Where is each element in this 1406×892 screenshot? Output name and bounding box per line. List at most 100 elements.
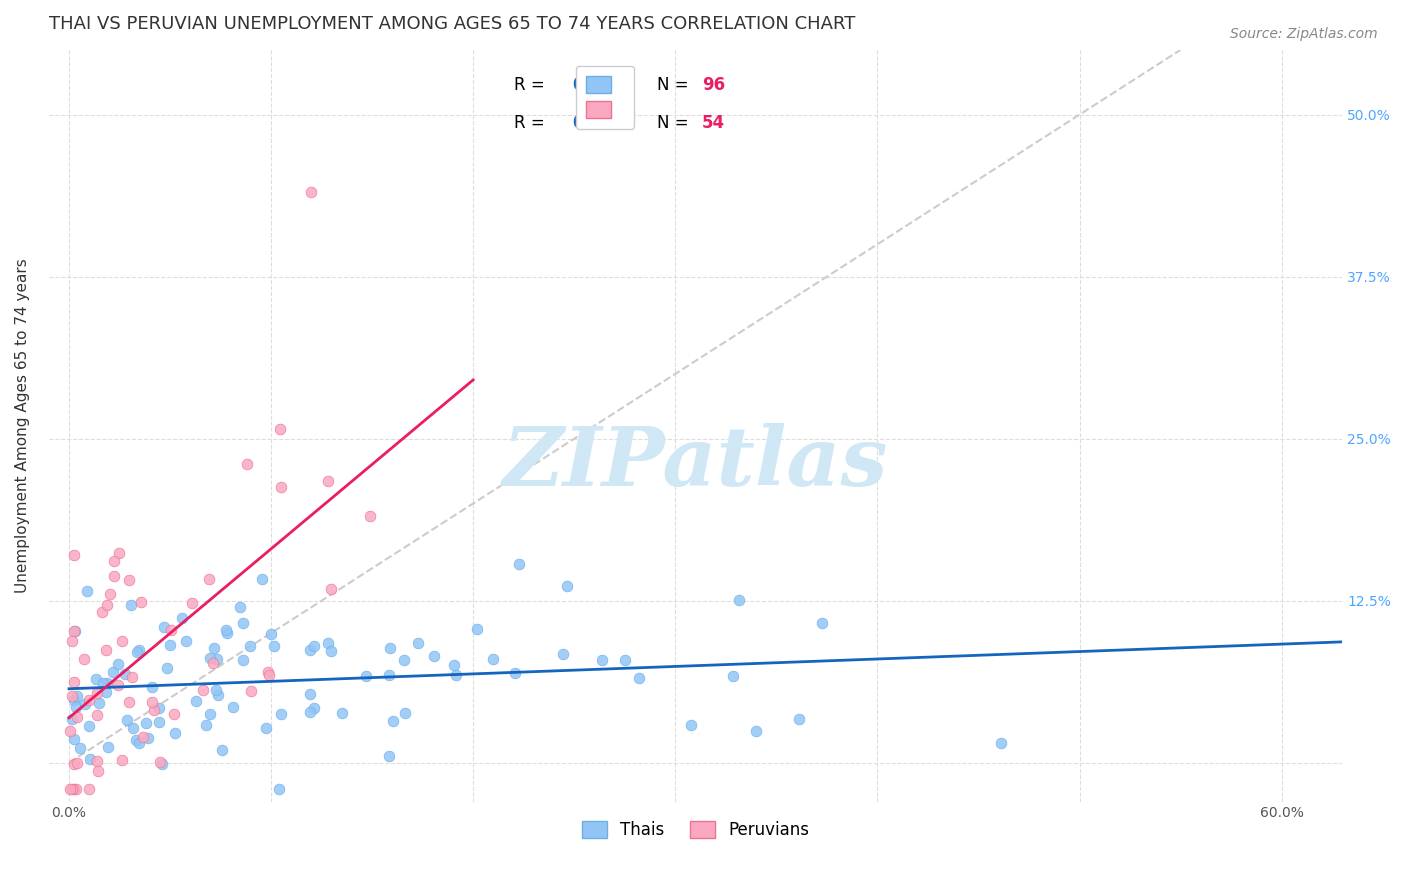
Point (394, 706, 416, 721)
Point (423, 648, 446, 663)
Point (302, 639, 325, 653)
Point (269, 422, 291, 436)
Point (103, 554, 125, 568)
Point (135, 716, 157, 731)
Point (77, 719, 100, 733)
Point (628, 671, 651, 685)
Point (174, 634, 197, 648)
Point (745, 723, 768, 738)
Point (482, 652, 505, 666)
Point (202, 640, 225, 655)
Point (96, 684, 118, 698)
Point (205, 652, 228, 666)
Point (354, 668, 377, 682)
Point (86, 673, 108, 687)
Point (727, 593, 749, 607)
Point (181, 596, 204, 610)
Point (60, 689, 83, 703)
Point (132, 730, 155, 744)
Point (211, 743, 233, 757)
Text: 54: 54 (702, 114, 725, 132)
Text: 96: 96 (702, 76, 725, 95)
Point (232, 653, 254, 667)
Point (810, 615, 832, 630)
Point (301, 186, 323, 200)
Point (508, 558, 530, 572)
Point (118, 695, 141, 709)
Point (316, 474, 339, 488)
Point (136, 731, 159, 746)
Point (107, 546, 129, 560)
Point (103, 569, 125, 583)
Point (101, 665, 124, 680)
Point (239, 639, 262, 653)
Text: ZIPatlas: ZIPatlas (503, 424, 889, 503)
Point (77, 781, 100, 796)
Text: Source: ZipAtlas.com: Source: ZipAtlas.com (1230, 27, 1378, 41)
Point (124, 733, 146, 747)
Point (381, 714, 404, 728)
Point (69, 740, 91, 755)
Point (408, 636, 430, 650)
Point (62, 781, 84, 796)
Point (270, 480, 292, 494)
Point (257, 668, 280, 682)
Point (148, 701, 170, 715)
Point (201, 656, 224, 670)
Legend: Thais, Peruvians: Thais, Peruvians (575, 814, 815, 846)
Point (465, 622, 488, 636)
Point (107, 657, 129, 672)
Point (98, 587, 121, 601)
Point (614, 653, 637, 667)
Text: N =: N = (657, 114, 693, 132)
Point (198, 572, 221, 586)
Point (319, 582, 342, 597)
Point (204, 682, 226, 697)
Point (156, 661, 179, 675)
Point (250, 572, 273, 586)
Point (86, 707, 108, 722)
Point (162, 707, 184, 722)
Point (73, 652, 96, 666)
Point (63, 693, 86, 707)
Point (63, 675, 86, 690)
Point (59, 781, 82, 796)
Point (503, 665, 526, 680)
Point (62, 549, 84, 563)
Point (59, 723, 82, 738)
Point (259, 626, 281, 640)
Point (91, 605, 114, 619)
Point (142, 703, 165, 717)
Point (76, 583, 98, 598)
Point (65, 624, 87, 638)
Point (79, 752, 101, 766)
Text: 0.563: 0.563 (572, 114, 626, 132)
Point (170, 611, 193, 625)
Point (89, 696, 111, 710)
Point (149, 755, 172, 769)
Point (254, 721, 277, 735)
Point (159, 638, 181, 652)
Point (65, 781, 87, 796)
Point (443, 658, 465, 673)
Point (232, 616, 254, 631)
Point (93, 676, 115, 690)
Point (378, 748, 401, 763)
Point (184, 694, 207, 708)
Point (62, 624, 84, 639)
Point (79, 693, 101, 707)
Point (159, 623, 181, 637)
Point (679, 718, 702, 732)
Point (236, 457, 259, 471)
Point (141, 694, 163, 708)
Point (446, 667, 468, 681)
Point (195, 718, 218, 732)
Point (114, 666, 136, 681)
Point (298, 705, 321, 719)
Point (120, 598, 142, 612)
Point (60, 713, 83, 727)
Point (240, 684, 263, 698)
Point (129, 595, 152, 609)
Point (207, 689, 229, 703)
Point (111, 753, 134, 767)
